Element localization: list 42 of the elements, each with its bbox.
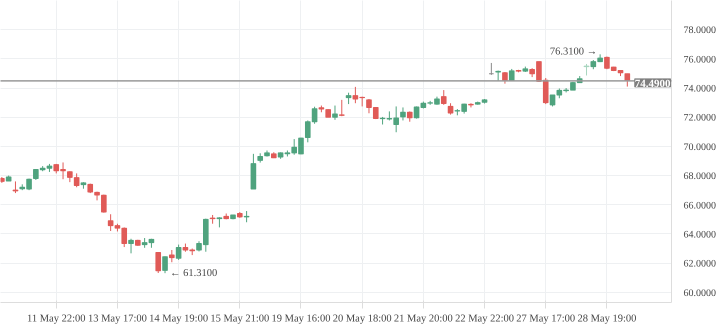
y-tick-label: 64.0000 xyxy=(684,229,716,240)
y-tick-label: 74.0000 xyxy=(684,84,716,95)
candlestick xyxy=(162,256,168,274)
y-tick-label: 70.0000 xyxy=(684,142,716,153)
candlestick xyxy=(244,210,250,223)
candlestick xyxy=(128,238,134,254)
x-tick-label: 21 May 20:00 xyxy=(394,314,453,324)
x-tick-label: 15 May 21:00 xyxy=(210,314,270,324)
candlestick xyxy=(440,90,447,106)
candlestick xyxy=(338,99,345,117)
candlestick xyxy=(332,105,338,120)
x-tick-label: 28 May 19:00 xyxy=(577,314,636,324)
annotation: ← 61.3100 xyxy=(170,268,218,280)
y-tick-label: 66.0000 xyxy=(684,200,716,212)
y-tick-label: 62.0000 xyxy=(684,258,716,270)
x-tick-label: 20 May 18:00 xyxy=(332,314,392,324)
y-tick-label: 68.0000 xyxy=(684,171,716,182)
x-tick-label: 14 May 19:00 xyxy=(149,314,208,324)
candlestick xyxy=(216,216,222,228)
annotation: 76.3100 → xyxy=(550,46,598,58)
candlestick xyxy=(257,152,264,164)
candlestick xyxy=(155,252,162,274)
x-tick-label: 22 May 22:00 xyxy=(455,314,514,324)
ref-line-label: 74.4900 xyxy=(634,78,671,90)
candlestick xyxy=(176,244,182,260)
candlestick xyxy=(406,110,413,122)
candlestick xyxy=(448,102,454,116)
candlestick xyxy=(584,63,590,76)
y-tick-label: 60.0000 xyxy=(684,288,716,299)
x-tick-label: 13 May 17:00 xyxy=(88,314,147,324)
candlestick xyxy=(495,70,501,82)
x-tick-label: 19 May 16:00 xyxy=(272,314,330,324)
x-tick-label: 11 May 22:00 xyxy=(26,314,86,324)
y-tick-label: 78.0000 xyxy=(684,25,716,36)
x-tick-label: 27 May 17:00 xyxy=(516,314,576,324)
candlestick xyxy=(346,92,352,105)
candlestick xyxy=(400,106,406,121)
candlestick xyxy=(169,249,175,263)
y-tick-label: 72.0000 xyxy=(684,112,716,124)
candlestick xyxy=(12,180,18,194)
y-tick-label: 76.0000 xyxy=(684,54,716,66)
candlestick xyxy=(488,62,494,76)
